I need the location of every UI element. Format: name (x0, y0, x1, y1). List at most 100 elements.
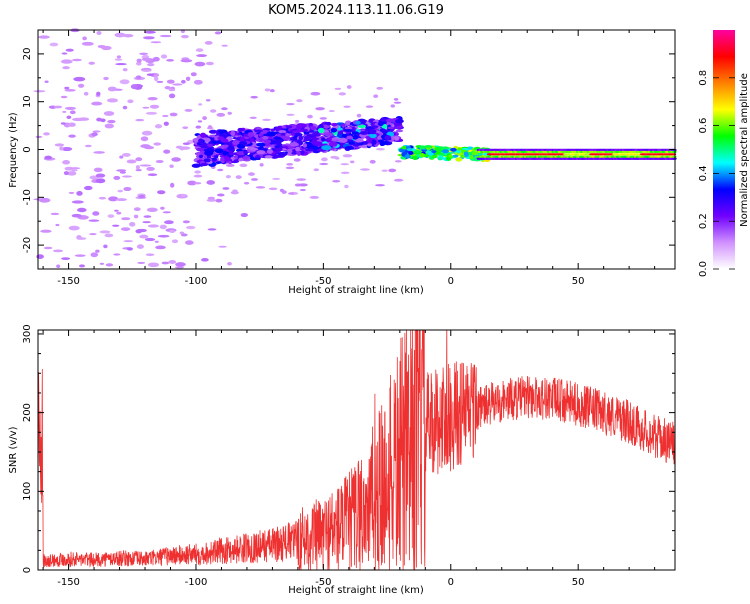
heatmap-cell (425, 147, 432, 150)
heatmap-cell (394, 136, 400, 141)
heatmap-cell (286, 102, 295, 106)
heatmap-cell (194, 182, 202, 185)
heatmap-cell (142, 221, 151, 224)
heatmap-cell (253, 129, 263, 133)
heatmap-cell (314, 141, 323, 147)
heatmap-cell (147, 63, 155, 67)
heatmap-cell (155, 159, 164, 164)
heatmap-cell (469, 155, 474, 160)
heatmap-cell (138, 194, 146, 199)
heatmap-cell (123, 186, 132, 192)
heatmap-cell (357, 142, 364, 146)
heatmap-cell (100, 118, 106, 123)
heatmap-cell (203, 158, 211, 163)
heatmap-cell (179, 231, 185, 235)
heatmap-cell (135, 157, 143, 162)
heatmap-cell (194, 170, 201, 174)
heatmap-cell (384, 135, 392, 141)
heatmap-cell (328, 109, 335, 113)
heatmap-cell (298, 183, 308, 187)
heatmap-cell (71, 200, 84, 204)
x-tick-label: 50 (572, 577, 585, 588)
heatmap-cell (185, 76, 191, 81)
heatmap-cell (326, 121, 332, 126)
heatmap-cell (218, 245, 227, 248)
heatmap-cell (262, 135, 269, 140)
heatmap-cell (286, 162, 294, 166)
heatmap-cell (398, 148, 406, 153)
heatmap-cell (255, 186, 266, 189)
heatmap-cell (73, 76, 86, 82)
heatmap-cell (53, 105, 63, 109)
heatmap-cell (341, 133, 347, 138)
heatmap-cell (62, 160, 71, 165)
heatmap-cell (414, 150, 420, 154)
heatmap-cell (210, 109, 217, 113)
heatmap-cell (62, 66, 70, 70)
heatmap-cell (164, 86, 171, 90)
heatmap-cell (147, 262, 160, 268)
heatmap-cell (137, 261, 146, 264)
heatmap-cell (390, 104, 396, 108)
heatmap-cell (194, 61, 206, 67)
heatmap-cell (279, 188, 284, 193)
heatmap-cell (463, 151, 469, 156)
heatmap-cell (272, 177, 281, 180)
heatmap-cell (66, 115, 72, 120)
y-tick-label: -20 (22, 237, 33, 253)
heatmap-cell (119, 79, 130, 85)
heatmap-cell (60, 59, 73, 64)
heatmap-cell (352, 135, 359, 140)
heatmap-cell (76, 191, 83, 196)
heatmap-cell (228, 150, 234, 156)
heatmap-cell (186, 225, 196, 230)
heatmap-cell (385, 122, 393, 126)
heatmap-cell (68, 225, 80, 231)
heatmap-cell (127, 99, 134, 104)
x-tick-label: -100 (185, 577, 208, 588)
heatmap-cell (230, 130, 236, 137)
colorbar-tick-label: 0.2 (698, 213, 709, 229)
heatmap-cell (149, 104, 160, 109)
heatmap-cell (269, 89, 275, 93)
heatmap-cell (121, 175, 133, 178)
heatmap-cell (204, 40, 213, 45)
heatmap-cell (227, 111, 232, 115)
heatmap-cell (427, 152, 434, 156)
heatmap-cell (200, 132, 207, 138)
heatmap-cell (315, 107, 325, 111)
heatmap-cell (330, 155, 339, 159)
heatmap-cell (369, 159, 376, 164)
heatmap-cell (55, 223, 60, 227)
x-tick-label: -50 (315, 276, 331, 287)
heatmap-cell (101, 45, 112, 51)
heatmap-cell (65, 48, 74, 52)
heatmap-cell (302, 143, 308, 148)
heatmap-cell (301, 128, 309, 132)
heatmap-cell (74, 254, 86, 257)
heatmap-cell (337, 127, 343, 131)
heatmap-cell (242, 155, 248, 160)
heatmap-cell (264, 155, 273, 159)
heatmap-cell (152, 56, 160, 62)
heatmap-cell (84, 144, 92, 148)
heatmap-cell (294, 124, 302, 130)
heatmap-cell (198, 138, 204, 144)
heatmap-cell (160, 206, 165, 210)
heatmap-cell (395, 129, 404, 133)
heatmap-cell (243, 181, 250, 185)
heatmap-cell (99, 262, 105, 265)
heatmap-cell (308, 122, 314, 127)
heatmap-cell (344, 145, 354, 150)
heatmap-cell (288, 192, 295, 195)
heatmap-cell (95, 173, 106, 178)
heatmap-cell (266, 131, 277, 137)
heatmap-cell (69, 110, 76, 115)
heatmap-cell (193, 79, 203, 85)
heatmap-cell (243, 150, 248, 155)
heatmap-cell (64, 88, 76, 92)
heatmap-cell (222, 187, 230, 190)
heatmap-cell (114, 58, 123, 61)
heatmap-cell (122, 152, 131, 157)
heatmap-cell (89, 175, 99, 180)
